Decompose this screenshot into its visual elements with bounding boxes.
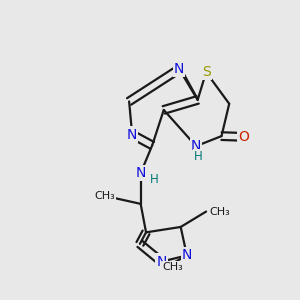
Text: CH₃: CH₃ [94,191,115,201]
Text: N: N [136,166,146,180]
Text: S: S [202,65,211,79]
Text: N: N [182,248,192,262]
Text: H: H [194,150,203,164]
Text: CH₃: CH₃ [163,262,183,272]
Text: N: N [174,62,184,76]
Text: CH₃: CH₃ [209,207,230,217]
Text: N: N [191,139,201,153]
Text: N: N [127,128,137,142]
Text: H: H [150,173,159,186]
Text: O: O [238,130,249,144]
Text: N: N [156,255,167,268]
